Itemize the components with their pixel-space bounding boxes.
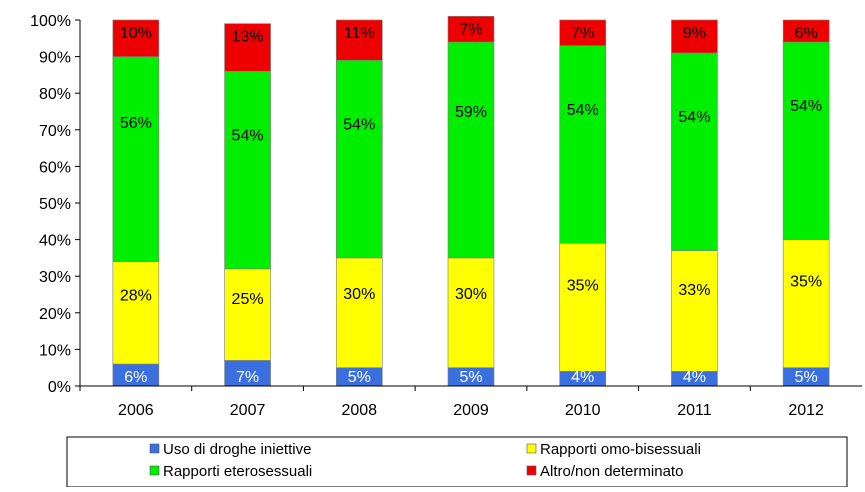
- legend: Uso di droghe iniettive Rapporti omo-bise…: [66, 436, 848, 488]
- bar-segment: [112, 19, 160, 57]
- bar-segment: [782, 41, 830, 240]
- data-label: 11%: [344, 25, 375, 42]
- data-label: 54%: [678, 109, 710, 126]
- bar-segment: [224, 70, 271, 270]
- bar-segment: [559, 19, 607, 46]
- x-tick-label: 2009: [453, 402, 489, 419]
- y-tick-label: 80%: [39, 86, 71, 103]
- bar-segment: [224, 268, 271, 361]
- data-label: 7%: [236, 369, 259, 386]
- data-label: 5%: [459, 369, 482, 386]
- y-tick-label: 0%: [48, 379, 71, 396]
- data-label: 59%: [455, 104, 487, 121]
- x-axis-labels: 2006 2007 2008 2009 2010 2011 2012: [118, 402, 824, 419]
- data-label: 25%: [232, 291, 264, 308]
- data-label: 54%: [790, 98, 822, 115]
- bar-segment: [671, 19, 718, 54]
- y-tick-label: 100%: [30, 13, 71, 30]
- y-tick-label: 60%: [39, 159, 71, 176]
- legend-box: [66, 436, 848, 488]
- data-label: 30%: [455, 286, 487, 303]
- bar-segment: [224, 23, 271, 72]
- data-label: 9%: [683, 25, 706, 42]
- legend-label: Rapporti omo-bisessuali: [540, 441, 701, 458]
- legend-swatch: [526, 465, 537, 476]
- data-labels: 6% 28% 56% 10% 7% 25% 54% 13% 5% 30% 54% 11% 5% 30% 59…: [120, 21, 822, 386]
- data-label: 13%: [232, 29, 264, 46]
- bars: [112, 16, 830, 387]
- bar-segment: [112, 56, 160, 262]
- bar-segment: [559, 242, 607, 372]
- bar-segment: [671, 52, 718, 251]
- data-label: 7%: [571, 25, 594, 42]
- bar-segment: [335, 59, 383, 259]
- data-label: 6%: [124, 369, 147, 386]
- bar-segment: [447, 16, 495, 43]
- data-label: 54%: [343, 117, 375, 134]
- legend-label: Altro/non determinato: [540, 463, 683, 480]
- y-axis-ticks: 0% 10% 20% 30% 40% 50% 60% 70% 80% 90% 100%: [30, 13, 80, 396]
- data-label: 4%: [683, 369, 706, 386]
- data-label: 4%: [571, 369, 594, 386]
- data-label: 30%: [343, 286, 375, 303]
- data-label: 54%: [567, 102, 599, 119]
- x-tick-label: 2011: [677, 402, 712, 419]
- axes: [79, 20, 862, 391]
- x-tick-label: 2012: [788, 402, 824, 419]
- data-label: 6%: [795, 25, 818, 42]
- data-label: 33%: [678, 282, 710, 299]
- data-label: 54%: [232, 127, 264, 144]
- bar-segment: [224, 360, 271, 387]
- legend-label: Uso di droghe iniettive: [163, 441, 311, 458]
- y-tick-label: 10%: [39, 342, 71, 359]
- bar-segment: [335, 257, 383, 368]
- data-label: 5%: [795, 369, 818, 386]
- data-label: 35%: [790, 274, 822, 291]
- data-label: 10%: [120, 25, 152, 42]
- data-label: 28%: [120, 287, 152, 304]
- bar-segment: [671, 250, 718, 372]
- y-tick-label: 50%: [39, 196, 71, 213]
- legend-label: Rapporti eterosessuali: [163, 463, 312, 480]
- bar-segment: [112, 261, 160, 365]
- bar-segment: [447, 257, 495, 368]
- legend-swatch: [149, 465, 160, 476]
- bar-segment: [782, 239, 830, 369]
- data-label: 7%: [459, 21, 482, 38]
- legend-swatch: [526, 443, 537, 454]
- data-label: 35%: [567, 277, 599, 294]
- y-tick-label: 20%: [39, 306, 71, 323]
- bar-segment: [335, 19, 383, 61]
- x-tick-label: 2006: [118, 402, 154, 419]
- legend-swatch: [149, 443, 160, 454]
- bar-segment: [559, 45, 607, 244]
- data-label: 5%: [348, 369, 371, 386]
- data-label: 56%: [120, 115, 152, 132]
- bar-segment: [447, 41, 495, 259]
- x-tick-label: 2007: [230, 402, 266, 419]
- y-tick-label: 90%: [39, 50, 71, 67]
- y-tick-label: 70%: [39, 123, 71, 140]
- bar-segment: [782, 19, 830, 43]
- x-tick-label: 2010: [565, 402, 601, 419]
- y-tick-label: 30%: [39, 269, 71, 286]
- y-tick-label: 40%: [39, 233, 71, 250]
- x-tick-label: 2008: [341, 402, 377, 419]
